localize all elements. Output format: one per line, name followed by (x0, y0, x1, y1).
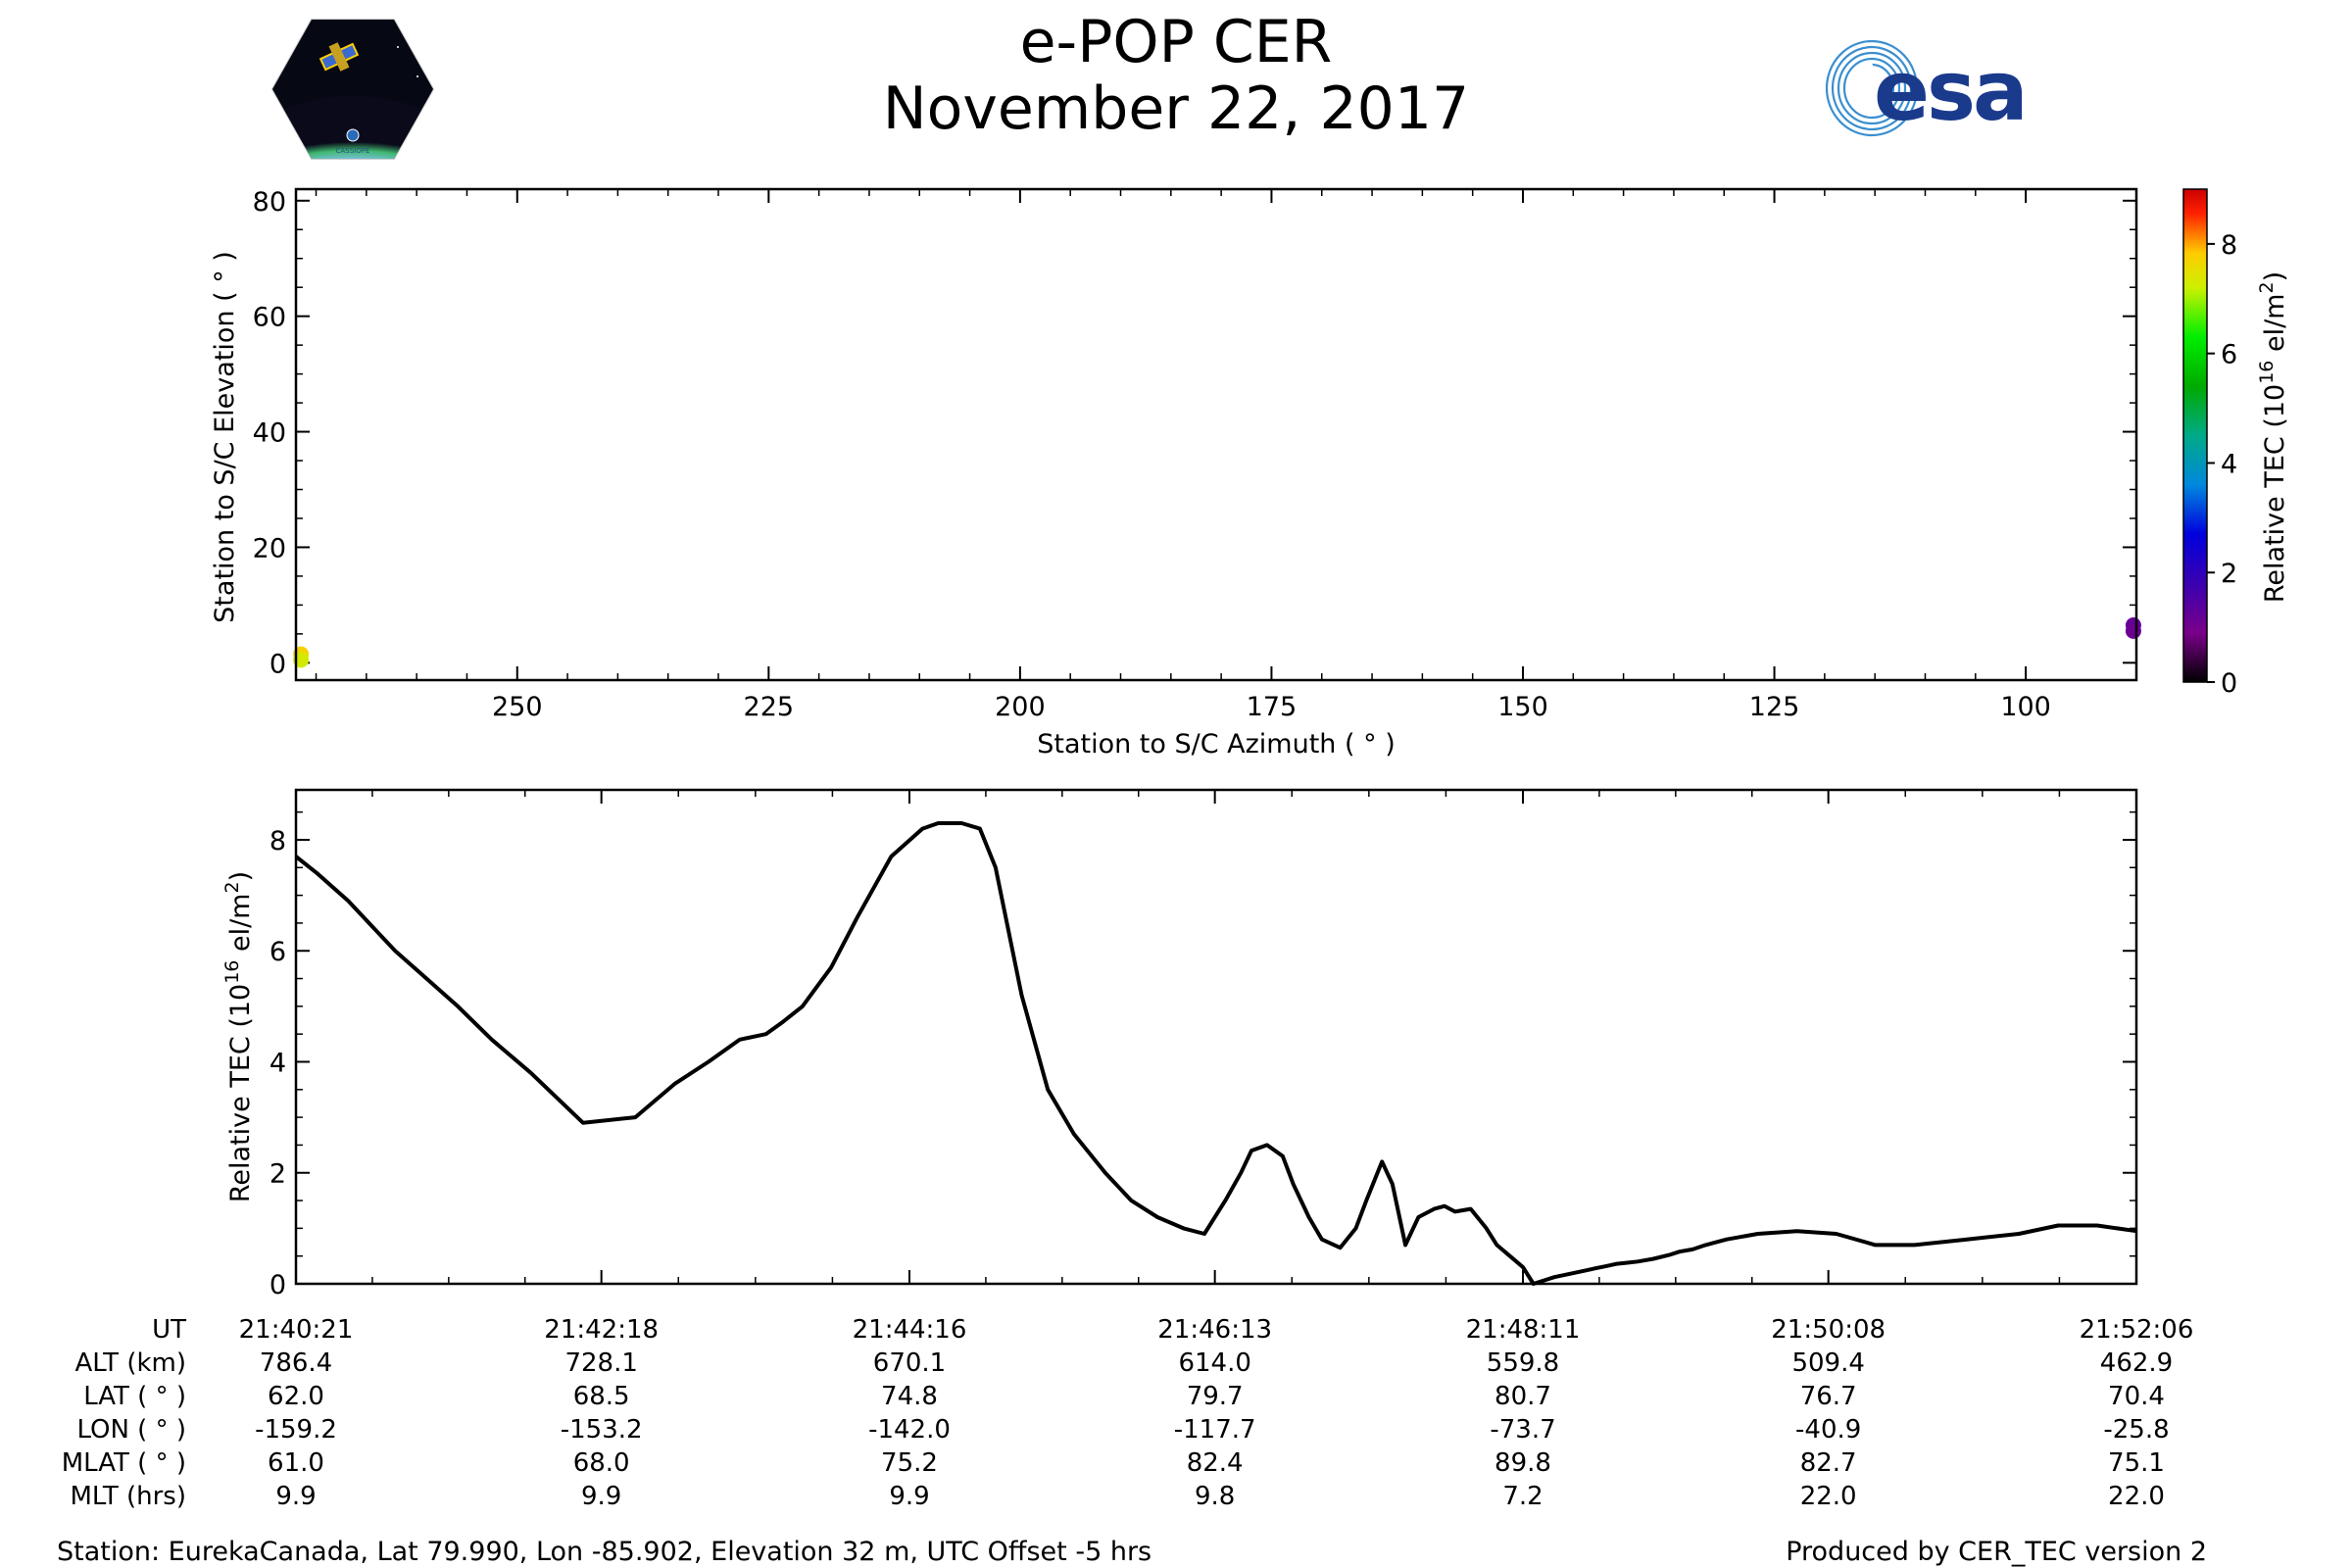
chart-date: November 22, 2017 (882, 74, 1470, 143)
orbit-cell: 786.4 (259, 1348, 333, 1378)
top-x-tick-label: 150 (1497, 692, 1548, 722)
producer-info: Produced by CER_TEC version 2 (1786, 1537, 2207, 1567)
colorbar-tick-label: 4 (2221, 449, 2237, 479)
orbit-cell: 21:44:16 (852, 1315, 967, 1345)
colorbar-tick-label: 6 (2221, 340, 2237, 370)
top-y-tick-label: 80 (253, 187, 286, 218)
orbit-cell: -117.7 (1173, 1415, 1256, 1445)
orbit-cell: 75.1 (2108, 1448, 2165, 1478)
orbit-cell: 75.2 (881, 1448, 938, 1478)
orbit-cell: -40.9 (1795, 1415, 1862, 1445)
orbit-cell: 21:50:08 (1771, 1315, 1886, 1345)
chart-title: e-POP CER (1019, 8, 1333, 76)
colorbar (2182, 188, 2208, 683)
orbit-cell: 728.1 (564, 1348, 638, 1378)
orbit-cell: 559.8 (1486, 1348, 1560, 1378)
orbit-row-label: LON ( ° ) (76, 1415, 186, 1445)
orbit-cell: -142.0 (868, 1415, 951, 1445)
top-x-tick-label: 250 (492, 692, 543, 722)
colorbar-ticks: 0 2 4 6 8 (2207, 230, 2237, 699)
cassiope-logo: CASSIOPE (270, 18, 435, 161)
top-data-points (293, 617, 2141, 668)
orbit-cell: 80.7 (1494, 1382, 1551, 1411)
colorbar-tick-label: 0 (2221, 668, 2237, 699)
station-info: Station: EurekaCanada, Lat 79.990, Lon -… (57, 1537, 1152, 1567)
scatter-point (2125, 622, 2141, 639)
top-x-axis-label: Station to S/C Azimuth ( ° ) (1037, 729, 1396, 760)
top-y-axis-label: Station to S/C Elevation ( ° ) (210, 251, 240, 623)
orbit-cell: 76.7 (1799, 1382, 1857, 1411)
orbit-cell: 21:46:13 (1157, 1315, 1273, 1345)
orbit-cell: 7.2 (1502, 1482, 1544, 1511)
orbit-cell: 462.9 (2099, 1348, 2174, 1378)
orbit-cell: -73.7 (1490, 1415, 1556, 1445)
orbit-cell: 22.0 (1799, 1482, 1857, 1511)
orbit-cell: 68.0 (572, 1448, 630, 1478)
orbit-cell: 79.7 (1186, 1382, 1244, 1411)
top-y-tick-label: 20 (253, 533, 286, 564)
orbit-cell: 82.7 (1799, 1448, 1857, 1478)
colorbar-tick-label: 8 (2221, 230, 2237, 261)
orbit-row-label: ALT (km) (74, 1348, 186, 1378)
orbit-cell: 21:42:18 (544, 1315, 660, 1345)
top-y-tick-label: 60 (253, 303, 286, 333)
orbit-cell: -25.8 (2103, 1415, 2170, 1445)
top-x-tick-label: 225 (744, 692, 795, 722)
orbit-cell: 89.8 (1494, 1448, 1551, 1478)
svg-text:CASSIOPE: CASSIOPE (336, 147, 370, 155)
top-x-tick-label: 175 (1247, 692, 1298, 722)
orbit-cell: 22.0 (2108, 1482, 2165, 1511)
orbit-cell: 670.1 (872, 1348, 947, 1378)
top-x-tick-label: 125 (1749, 692, 1800, 722)
orbit-row-label: MLAT ( ° ) (61, 1448, 186, 1478)
top-x-tick-label: 200 (995, 692, 1046, 722)
colorbar-tick-label: 2 (2221, 559, 2237, 589)
orbit-cell: 82.4 (1186, 1448, 1244, 1478)
orbit-cell: 70.4 (2108, 1382, 2165, 1411)
colorbar-label: Relative TEC (1016 el/m2) (2256, 271, 2290, 603)
orbit-cell: 614.0 (1178, 1348, 1251, 1378)
orbit-row-label: MLT (hrs) (70, 1482, 187, 1511)
orbit-cell: 62.0 (268, 1382, 324, 1411)
svg-text:esa: esa (1874, 43, 2026, 139)
top-axes: 250 225 200 175 150 125 100 0 20 40 60 80 (253, 187, 2136, 722)
orbit-cell: 21:48:11 (1465, 1315, 1581, 1345)
orbit-cell: 9.8 (1194, 1482, 1236, 1511)
orbit-cell: 21:40:21 (238, 1315, 354, 1345)
orbit-cell: 9.9 (275, 1482, 317, 1511)
orbit-cell: 509.4 (1791, 1348, 1865, 1378)
orbit-cell: 9.9 (580, 1482, 622, 1511)
top-x-tick-label: 100 (2000, 692, 2051, 722)
top-y-tick-label: 0 (270, 649, 286, 679)
orbit-row-label: LAT ( ° ) (83, 1382, 186, 1411)
orbit-cell: 61.0 (268, 1448, 324, 1478)
esa-logo: esa (1823, 37, 2107, 139)
orbit-cell: -153.2 (560, 1415, 643, 1445)
orbit-row-label: UT (152, 1315, 186, 1345)
top-plot-frame (294, 187, 2138, 682)
orbit-cell: -159.2 (255, 1415, 337, 1445)
orbit-cell: 74.8 (881, 1382, 938, 1411)
orbit-cell: 68.5 (572, 1382, 630, 1411)
top-y-tick-label: 40 (253, 418, 286, 449)
orbit-cell: 9.9 (889, 1482, 930, 1511)
orbit-cell: 21:52:06 (2079, 1315, 2194, 1345)
